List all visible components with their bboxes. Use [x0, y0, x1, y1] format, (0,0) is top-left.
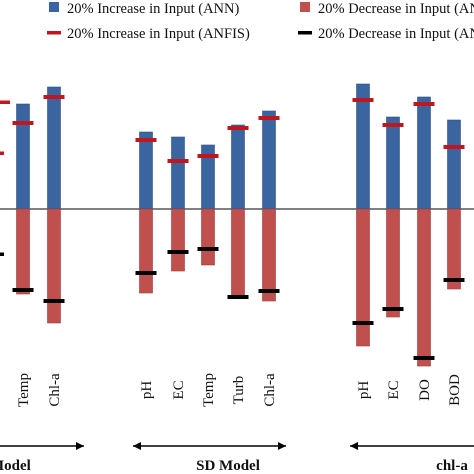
anfis-decrease-marker-bod — [443, 278, 465, 282]
tick-label-ph: pH — [139, 381, 155, 400]
anfis-markers-layer — [0, 95, 465, 360]
anfis-decrease-marker-turb — [227, 295, 249, 299]
ann-increase-bar-bod — [447, 119, 461, 210]
anfis-decrease-marker-ec — [167, 250, 189, 254]
tick-label-temp: Temp — [201, 373, 217, 407]
ann-decrease-bar-ph — [356, 208, 370, 347]
group-label: SD Model — [196, 458, 260, 474]
ann-increase-bar-chl-a — [47, 86, 61, 210]
anfis-decrease-marker-ph — [352, 321, 374, 325]
anfis-increase-marker-ph — [135, 138, 157, 142]
group-labels: Model SD Model chl-a — [0, 442, 474, 474]
ann-decrease-bar-ec — [386, 208, 400, 318]
category-tick-labels: Temp Chl-a pH EC Temp Turb Chl-a pH EC DO BOD — [16, 373, 463, 407]
legend-entry-anfis-down: 20% Decrease in Input (ANFIS) — [298, 26, 474, 42]
anfis-increase-marker-chl-a — [258, 116, 280, 120]
ann-decrease-bar-ph — [139, 208, 153, 294]
legend-dash — [47, 31, 61, 35]
ann-increase-bar-do — [417, 96, 431, 210]
ann-decrease-bar-chl-a — [47, 208, 61, 324]
ann-increase-bar-temp — [16, 103, 30, 210]
tick-label-ph: pH — [356, 381, 372, 400]
tick-label-temp: Temp — [16, 373, 32, 407]
ann-decrease-bar-temp — [201, 208, 215, 266]
anfis-up-marker-clipped — [0, 151, 4, 155]
legend-entry-ann-up: 20% Increase in Input (ANN) — [49, 1, 240, 17]
ann-decrease-bar-temp — [16, 208, 30, 295]
chart-legend: 20% Increase in Input (ANN) 20% Decrease … — [47, 1, 474, 42]
tick-label-ec: EC — [386, 380, 402, 399]
legend-label: 20% Decrease in Input (ANFIS) — [318, 26, 474, 42]
anfis-decrease-marker-ph — [135, 271, 157, 275]
anfis-increase-marker-ph — [352, 98, 374, 102]
anfis-decrease-marker-temp — [197, 247, 219, 251]
ann-increase-bar-chl-a — [262, 110, 276, 210]
anfis-decrease-marker-chl-a — [258, 289, 280, 293]
arrow-head-left — [133, 442, 141, 450]
group-model: Model — [0, 458, 31, 474]
tick-label-bod: BOD — [447, 374, 463, 406]
tick-label-chl-a: Chl-a — [47, 373, 63, 407]
group-chl-a: chl-a — [436, 458, 468, 474]
anfis-decrease-marker-temp — [12, 288, 34, 292]
ann-decrease-bar-turb — [231, 208, 245, 299]
legend-dash — [298, 31, 312, 35]
ann-decrease-bar-ec — [171, 208, 185, 272]
anfis-increase-marker-bod — [443, 145, 465, 149]
ann-decrease-bar-do — [417, 208, 431, 367]
anfis-increase-marker-temp — [197, 154, 219, 158]
legend-label: 20% Increase in Input (ANFIS) — [67, 26, 250, 42]
legend-swatch — [300, 2, 310, 12]
tick-label-chl-a: Chl-a — [262, 373, 278, 407]
legend-label: 20% Decrease in Input (ANN) — [318, 1, 474, 17]
ann-decrease-bar-chl-a — [262, 208, 276, 302]
anfis-increase-marker-do — [413, 102, 435, 106]
ann-increase-bar-ec — [171, 136, 185, 210]
tick-label-turb: Turb — [231, 376, 247, 405]
anfis-increase-marker-ec — [382, 123, 404, 127]
tick-label-do: DO — [417, 379, 433, 401]
anfis-increase-marker-chl-a — [43, 95, 65, 99]
ann-decrease-bar-bod — [447, 208, 461, 290]
ann-increase-bar-ph — [356, 83, 370, 210]
arrow-head-right — [76, 442, 84, 450]
anfis-up-marker-clipped — [0, 100, 10, 104]
anfis-down-marker-clipped — [0, 252, 4, 256]
ann-increase-bar-turb — [231, 124, 245, 210]
arrow-head-right — [278, 442, 286, 450]
anfis-increase-marker-ec — [167, 159, 189, 163]
legend-label: 20% Increase in Input (ANN) — [67, 1, 240, 17]
anfis-increase-marker-turb — [227, 126, 249, 130]
group-label: chl-a — [436, 458, 468, 474]
anfis-decrease-marker-do — [413, 356, 435, 360]
tick-label-ec: EC — [171, 380, 187, 399]
anfis-decrease-marker-ec — [382, 307, 404, 311]
ann-increase-bar-ec — [386, 116, 400, 210]
arrow-head-left — [350, 442, 358, 450]
legend-entry-anfis-up: 20% Increase in Input (ANFIS) — [47, 26, 250, 42]
anfis-decrease-marker-chl-a — [43, 299, 65, 303]
legend-swatch — [49, 2, 59, 12]
anfis-increase-marker-temp — [12, 121, 34, 125]
legend-entry-ann-down: 20% Decrease in Input (ANN) — [300, 1, 474, 17]
ann-increase-bar-ph — [139, 131, 153, 210]
group-label: Model — [0, 458, 31, 474]
group-sd-model: SD Model — [196, 458, 260, 474]
